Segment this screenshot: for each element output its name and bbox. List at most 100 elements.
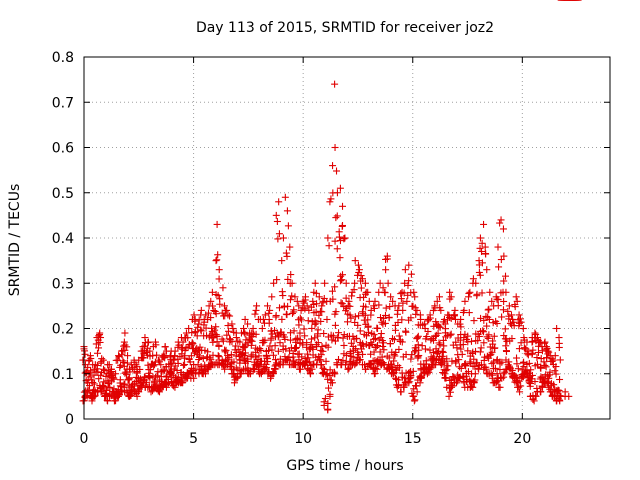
data-point-marker (312, 319, 320, 327)
data-point-marker (556, 392, 564, 400)
data-point-marker (424, 328, 432, 336)
data-point-marker (97, 334, 105, 342)
data-point-marker (269, 369, 277, 377)
data-point-marker (296, 314, 304, 322)
data-point-marker (496, 366, 504, 374)
data-point-marker (450, 311, 458, 319)
data-point-marker (493, 378, 501, 386)
data-point-marker (392, 374, 400, 382)
data-point-marker (483, 266, 491, 274)
data-point-marker (488, 297, 496, 305)
data-point-marker (119, 357, 127, 365)
data-point-marker (532, 392, 540, 400)
data-point-marker (156, 358, 164, 366)
data-point-marker (240, 328, 248, 336)
data-point-marker (270, 279, 278, 287)
data-point-marker (284, 275, 292, 283)
data-point-marker (393, 310, 401, 318)
data-point-marker (338, 276, 346, 284)
data-point-marker (398, 338, 406, 346)
data-point-marker (499, 306, 507, 314)
data-point-marker (268, 346, 276, 354)
data-point-marker (364, 316, 372, 324)
data-point-marker (140, 354, 148, 362)
data-point-marker (383, 255, 391, 263)
data-point-marker (228, 320, 236, 328)
data-point-marker (565, 392, 573, 400)
data-point-marker (346, 349, 354, 357)
data-point-marker (465, 309, 473, 317)
data-point-marker (504, 307, 512, 315)
data-point-marker (435, 322, 443, 330)
data-point-marker (230, 358, 238, 366)
data-point-marker (480, 339, 488, 347)
data-point-marker (168, 359, 176, 367)
data-point-marker (520, 344, 528, 352)
data-point-marker (271, 362, 279, 370)
data-point-marker (347, 339, 355, 347)
data-point-marker (321, 395, 329, 403)
data-point-marker (197, 306, 205, 314)
data-point-marker (414, 341, 422, 349)
data-point-marker (121, 380, 129, 388)
data-point-marker (173, 366, 181, 374)
data-point-marker (179, 338, 187, 346)
data-point-marker (500, 370, 508, 378)
data-point-marker (346, 311, 354, 319)
data-point-marker (517, 318, 525, 326)
data-point-marker (556, 375, 564, 383)
data-point-marker (263, 302, 271, 310)
data-point-marker (99, 356, 107, 364)
data-point-marker (143, 349, 151, 357)
data-point-marker (442, 367, 450, 375)
data-point-marker (315, 311, 323, 319)
data-point-marker (457, 323, 465, 331)
data-point-marker (507, 311, 515, 319)
data-point-marker (311, 334, 319, 342)
data-point-marker (207, 314, 215, 322)
y-tick-label: 0.3 (52, 276, 74, 292)
data-point-marker (190, 311, 198, 319)
data-point-marker (86, 382, 94, 390)
data-point-marker (334, 333, 342, 341)
data-point-marker (123, 359, 131, 367)
data-point-marker (299, 341, 307, 349)
data-point-marker (153, 372, 161, 380)
data-point-marker (488, 360, 496, 368)
data-point-marker (118, 351, 126, 359)
data-point-marker (399, 299, 407, 307)
data-point-marker (273, 217, 281, 225)
data-point-marker (340, 341, 348, 349)
data-point-marker (467, 337, 475, 345)
data-point-marker (89, 378, 97, 386)
data-point-marker (214, 352, 222, 360)
y-tick-label: 0.2 (52, 322, 74, 338)
data-point-marker (322, 357, 330, 365)
data-point-marker (244, 357, 252, 365)
data-point-marker (499, 225, 507, 233)
data-point-marker (278, 315, 286, 323)
data-point-marker (376, 279, 384, 287)
data-point-marker (141, 373, 149, 381)
data-point-marker (241, 315, 249, 323)
data-point-marker (241, 349, 249, 357)
data-point-marker (330, 368, 338, 376)
data-point-marker (321, 279, 329, 287)
data-point-marker (102, 372, 110, 380)
data-point-marker (462, 362, 470, 370)
data-point-marker (470, 317, 478, 325)
data-point-marker (153, 351, 161, 359)
data-point-marker (418, 342, 426, 350)
data-point-marker (400, 289, 408, 297)
data-point-marker (340, 235, 348, 243)
data-point-marker (414, 353, 422, 361)
data-point-marker (286, 296, 294, 304)
data-point-marker (476, 244, 484, 252)
data-point-marker (446, 331, 454, 339)
data-point-marker (309, 297, 317, 305)
data-point-marker (331, 321, 339, 329)
data-point-marker (485, 354, 493, 362)
data-point-marker (324, 343, 332, 351)
data-point-marker (226, 312, 234, 320)
data-point-marker (144, 339, 152, 347)
